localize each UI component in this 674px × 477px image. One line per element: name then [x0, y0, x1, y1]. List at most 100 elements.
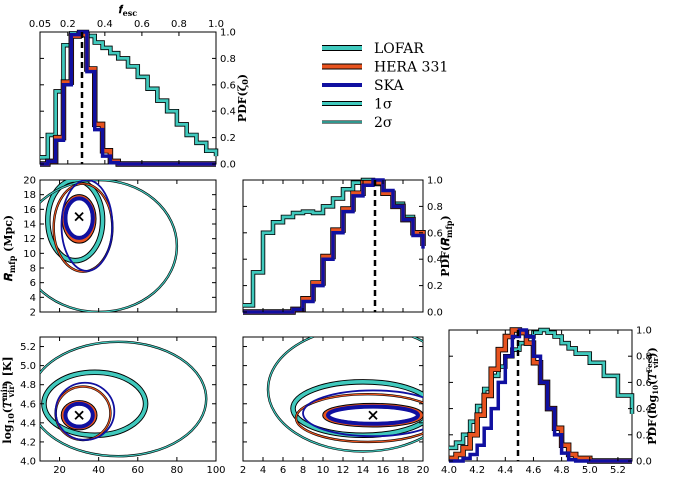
pdf-series-lofar [40, 30, 218, 159]
x-tick-label: 6 [280, 465, 286, 476]
x-tick-label: 5.2 [610, 465, 626, 476]
contour-lofar-2sigma [267, 337, 423, 453]
x-tick-label: 1.0 [208, 19, 224, 30]
legend-item: SKA [322, 78, 404, 94]
x-tick-label: 0.8 [171, 19, 187, 30]
y-tick-label: 0.8 [636, 352, 652, 363]
panel-zeta-marginal: 0.05 0.2 0.4 0.6 0.8 1.0 0.0 0.2 0.4 0.6 0.8 1.0 𝒇e… [29, 3, 250, 171]
x-tick-label: 0.2 [60, 19, 76, 30]
y-tick-label: 0.6 [427, 228, 443, 239]
pdf-series-hera-331 [40, 31, 216, 167]
xlabel-fesc: 𝒇esc [118, 3, 137, 18]
x-tick-label: 2 [240, 465, 246, 476]
y-tick-label: 10 [23, 249, 36, 260]
panel-zeta-rmfp: 2 4 6 8 10 12 14 16 18 20 𝑹mfp (Mpc) [2, 176, 217, 319]
x-tick-label: 80 [171, 465, 184, 476]
x-tick-label: 4.2 [469, 465, 485, 476]
pdf-series-hera-331 [449, 328, 632, 463]
x-tick-label: 10 [317, 465, 330, 476]
pdf-series-ska [40, 30, 216, 166]
contour-lofar-2sigma [40, 180, 178, 312]
legend-item: LOFAR [322, 41, 424, 57]
legend-label: SKA [374, 78, 404, 94]
x-tick-label: 14 [357, 465, 370, 476]
panel-zeta-logt: 20 40 60 80 100 4.0 4.2 4.4 4.6 4.8 5.0 5.2 log10(𝑇… [0, 336, 226, 476]
fiducial-marker [368, 410, 378, 420]
x-tick-label: 16 [377, 465, 390, 476]
fiducial-marker [74, 410, 84, 420]
contour-ska-1sigma [326, 404, 420, 426]
legend-item: 2σ [322, 115, 393, 131]
x-tick-label: 4.0 [441, 465, 457, 476]
legend-label: 1σ [374, 97, 393, 113]
panel-rmfp-logt: 2 4 6 8 10 12 14 16 18 20 [240, 336, 429, 476]
contour-ska-2sigma [302, 389, 423, 438]
x-tick-label: 0.6 [134, 19, 150, 30]
legend-label: LOFAR [374, 41, 424, 57]
contour-lofar-2sigma [40, 341, 207, 457]
y-tick-label: 12 [23, 234, 36, 245]
y-tick-label: 8 [30, 264, 36, 275]
y-tick-label: 4.0 [20, 457, 36, 468]
pdf-series-ska [449, 328, 632, 463]
y-tick-label: 0.2 [220, 133, 236, 144]
x-tick-label: 4.4 [497, 465, 513, 476]
y-tick-label: 0.2 [636, 430, 652, 441]
x-tick-label: 12 [337, 465, 350, 476]
y-tick-label: 0.4 [220, 107, 236, 118]
contour-ska-1sigma [63, 401, 95, 429]
panel-logt-marginal: 4.0 4.2 4.4 4.6 4.8 5.0 5.20.00.20.40.60.81.0 … [441, 326, 660, 477]
y-tick-label: 0.8 [427, 202, 443, 213]
pdf-series-hera-331 [449, 327, 632, 464]
pdf-series-lofar [40, 29, 219, 160]
y-tick-label: 6 [30, 278, 36, 289]
y-tick-label: 0.4 [636, 404, 652, 415]
legend-item: HERA 331 [322, 60, 448, 76]
y-tick-label: 5.0 [20, 361, 36, 372]
pdf-series-ska [243, 178, 425, 314]
x-tick-label: 4.6 [526, 465, 542, 476]
x-tick-label: 18 [397, 465, 410, 476]
contour-hera-331-2sigma [295, 393, 423, 443]
ylabel-pdf-rmfp: PDF(𝑹mfp) [439, 215, 454, 277]
ylabel-logt: log10(𝑇minvir) [K] [0, 356, 16, 443]
legend: LOFAR HERA 331 SKA 1σ 2σ [322, 41, 448, 131]
y-tick-label: 0.2 [427, 281, 443, 292]
x-tick-label: 0.05 [29, 19, 51, 30]
x-tick-label: 20 [53, 465, 66, 476]
pdf-series-hera-331 [40, 32, 216, 166]
y-tick-label: 4.2 [20, 437, 36, 448]
y-tick-label: 0.0 [220, 160, 236, 171]
y-tick-label: 0.0 [427, 308, 443, 319]
y-tick-label: 0.4 [427, 255, 443, 266]
x-tick-label: 0.4 [97, 19, 113, 30]
contour-lofar-1sigma [46, 180, 105, 263]
x-tick-label: 8 [300, 465, 306, 476]
ylabel-pdf-logt: PDF(log10(𝑇Feedvir)) [645, 347, 660, 445]
y-tick-label: 14 [23, 220, 36, 231]
y-tick-label: 0.6 [220, 80, 236, 91]
y-tick-label: 18 [23, 190, 36, 201]
y-tick-label: 1.0 [427, 176, 443, 187]
contour-ska-1sigma [63, 196, 95, 240]
x-tick-label: 4.8 [554, 465, 570, 476]
x-tick-label: 40 [92, 465, 105, 476]
legend-label: 2σ [374, 115, 393, 131]
x-tick-label: 4 [260, 465, 266, 476]
fiducial-marker [74, 212, 84, 222]
panel-rmfp-marginal: 0.0 0.2 0.4 0.6 0.8 1.0 PDF(𝑹mfp) [242, 176, 454, 319]
x-tick-label: 100 [206, 465, 225, 476]
contour-lofar-2sigma [40, 340, 208, 458]
contour-ska-2sigma [54, 381, 116, 441]
y-tick-label: 5.2 [20, 342, 36, 353]
y-tick-label: 4.6 [20, 399, 36, 410]
contour-ska-2sigma [60, 180, 114, 272]
ylabel-rmfp: 𝑹mfp (Mpc) [2, 215, 17, 282]
x-tick-label: 60 [131, 465, 144, 476]
x-tick-label: 5.0 [582, 465, 598, 476]
y-tick-label: 0.6 [636, 378, 652, 389]
y-tick-label: 1.0 [636, 326, 652, 337]
y-tick-label: 20 [23, 176, 36, 187]
y-tick-label: 2 [30, 308, 36, 319]
